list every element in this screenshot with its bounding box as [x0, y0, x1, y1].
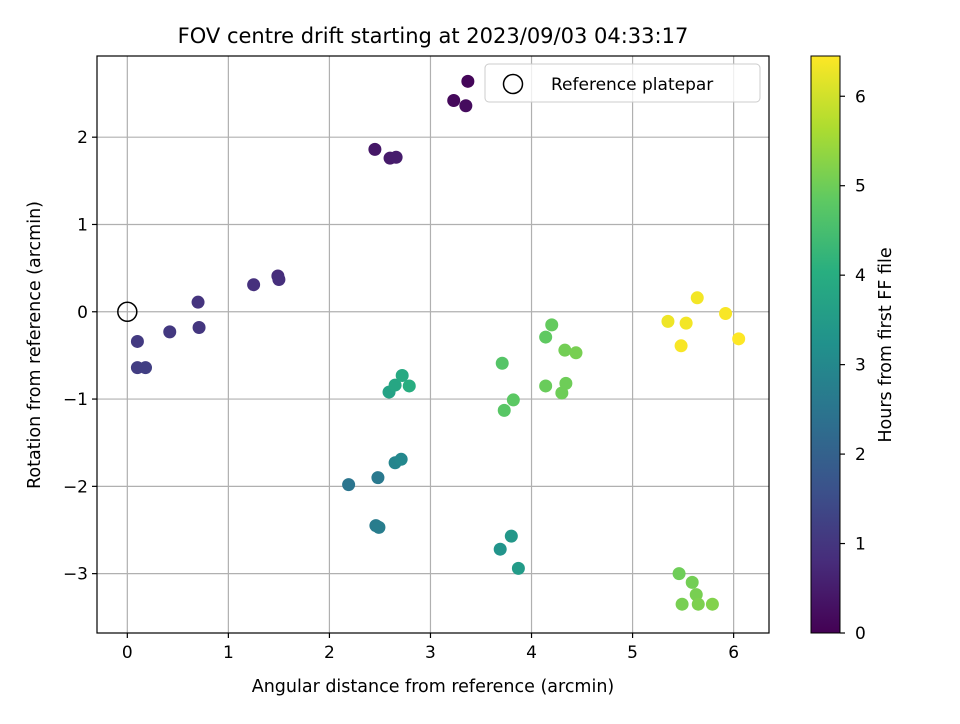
data-point: [368, 142, 382, 156]
data-point: [545, 318, 559, 332]
y-tick-label: −3: [63, 565, 88, 585]
plot-frame: [96, 55, 770, 634]
data-point: [342, 478, 356, 492]
colorbar-ticks: 0 1 2 3 4 5 6: [840, 87, 866, 644]
data-point: [388, 378, 402, 392]
colorbar-tick-label: 6: [855, 87, 866, 107]
data-point: [674, 339, 688, 353]
data-point: [371, 471, 385, 485]
y-tick-label: 1: [77, 215, 88, 235]
reference-platepar-marker: [117, 301, 138, 323]
data-point: [719, 307, 733, 321]
data-point: [395, 368, 409, 382]
data-point: [691, 597, 705, 611]
colorbar: 0 1 2 3 4 5 6 Hours from first FF file: [810, 55, 896, 644]
data-point: [672, 567, 686, 581]
x-tick-label: 6: [728, 643, 739, 663]
colorbar-tick-label: 5: [855, 177, 866, 197]
data-point: [506, 393, 520, 407]
y-tick-label: 2: [77, 128, 88, 148]
data-point: [139, 361, 153, 375]
data-point: [705, 597, 719, 611]
y-axis-label: Rotation from reference (arcmin): [25, 201, 45, 489]
data-point: [461, 74, 475, 88]
y-tick-label: −1: [63, 390, 88, 410]
colorbar-tick-label: 1: [855, 535, 866, 555]
x-tick-label: 3: [425, 643, 436, 663]
data-point: [130, 334, 144, 348]
colorbar-label: Hours from first FF file: [876, 247, 896, 442]
data-point: [272, 272, 286, 286]
data-point: [493, 542, 507, 556]
x-tick-label: 4: [526, 643, 537, 663]
legend-reference-icon: [502, 73, 524, 95]
data-points: [130, 74, 746, 611]
data-point: [389, 150, 403, 164]
x-axis-ticks: 0 1 2 3 4 5 6: [122, 633, 739, 663]
data-point: [497, 403, 511, 417]
data-point: [558, 343, 572, 357]
legend: Reference platepar: [484, 63, 761, 103]
data-point: [372, 520, 386, 534]
x-tick-label: 0: [122, 643, 133, 663]
data-point: [675, 597, 689, 611]
data-point: [559, 376, 573, 390]
data-point: [539, 379, 553, 393]
legend-box: [484, 63, 761, 103]
colorbar-tick-label: 4: [855, 266, 866, 286]
data-point: [495, 356, 509, 370]
y-axis-ticks: −3 −2 −1 0 1 2: [63, 128, 97, 585]
data-point: [247, 278, 261, 292]
data-point: [732, 332, 746, 346]
x-axis-label: Angular distance from reference (arcmin): [252, 677, 615, 697]
data-point: [685, 575, 699, 589]
colorbar-tick-label: 0: [855, 624, 866, 644]
x-gridlines: [126, 56, 735, 633]
data-point: [504, 529, 518, 543]
y-gridlines: [97, 136, 769, 575]
data-point: [447, 94, 461, 108]
data-point: [192, 320, 206, 334]
x-tick-label: 5: [627, 643, 638, 663]
y-tick-label: 0: [77, 303, 88, 323]
data-point: [679, 316, 693, 330]
colorbar-gradient: [810, 55, 841, 634]
data-point: [402, 379, 416, 393]
colorbar-tick-label: 3: [855, 356, 866, 376]
data-point: [459, 99, 473, 113]
data-point: [690, 291, 704, 305]
data-point: [539, 330, 553, 344]
data-point: [511, 561, 525, 575]
data-point: [191, 295, 205, 309]
chart-title: FOV centre drift starting at 2023/09/03 …: [178, 24, 689, 48]
data-point: [163, 325, 177, 339]
x-tick-label: 2: [324, 643, 335, 663]
colorbar-tick-label: 2: [855, 445, 866, 465]
y-tick-label: −2: [63, 477, 88, 497]
data-point: [569, 346, 583, 360]
x-tick-label: 1: [223, 643, 234, 663]
data-point: [394, 452, 408, 466]
data-point: [661, 314, 675, 328]
legend-entry-reference: Reference platepar: [551, 75, 713, 95]
